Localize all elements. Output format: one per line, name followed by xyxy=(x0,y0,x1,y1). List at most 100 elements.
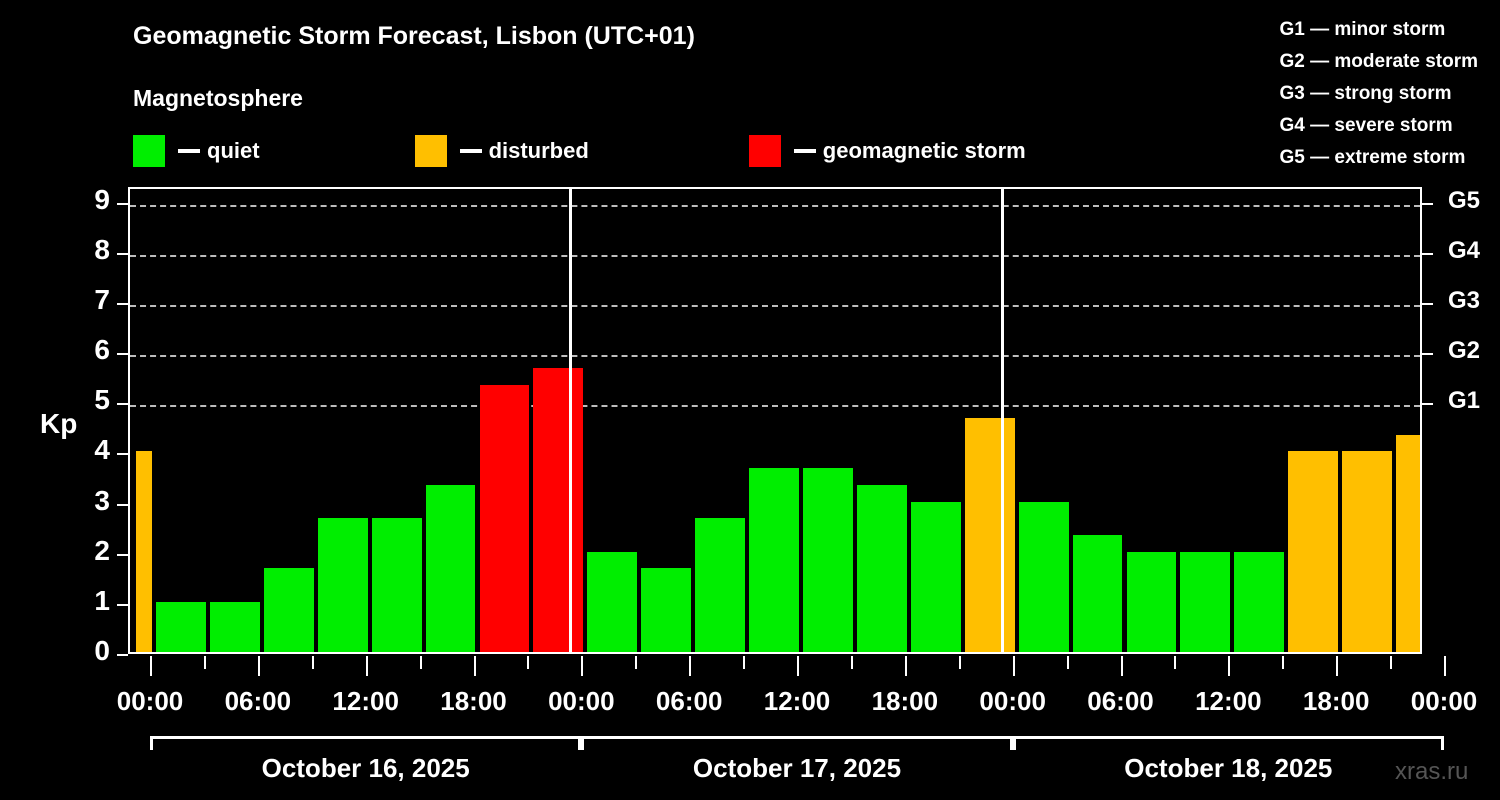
bar-24[interactable] xyxy=(1396,434,1420,652)
x-tick-5 xyxy=(419,656,422,669)
date-bracket-3 xyxy=(1012,736,1444,750)
y-tick-label-9: 9 xyxy=(94,183,110,215)
y-tick-label-6: 6 xyxy=(94,334,110,366)
x-tick-label-5: 06:00 xyxy=(655,686,723,716)
bar-15[interactable] xyxy=(910,501,961,652)
bar-4[interactable] xyxy=(317,518,368,652)
x-tick-6 xyxy=(473,656,476,676)
g-tick-mark-G5 xyxy=(1422,202,1433,205)
x-tick-8 xyxy=(581,656,584,676)
x-tick-11 xyxy=(743,656,746,669)
legend-swatch-quiet xyxy=(133,135,165,167)
y-tick-mark-9 xyxy=(117,202,128,205)
legend-label-storm: geomagnetic storm xyxy=(822,138,1026,163)
day-separator-2 xyxy=(1001,189,1004,652)
g-tick-mark-G2 xyxy=(1422,353,1433,356)
g-scale-row-1: G1 — minor storm xyxy=(1279,19,1446,40)
bar-14[interactable] xyxy=(856,484,907,652)
bar-16[interactable] xyxy=(964,417,1015,652)
bar-17[interactable] xyxy=(1018,501,1069,652)
bar-18[interactable] xyxy=(1072,535,1123,652)
g-tick-label-G3: G3 xyxy=(1448,286,1481,314)
y-tick-label-0: 0 xyxy=(94,635,110,666)
g-scale-row-3: G3 — strong storm xyxy=(1279,83,1452,104)
x-tick-23 xyxy=(1390,656,1393,669)
x-tick-label-2: 12:00 xyxy=(332,686,399,716)
bar-11[interactable] xyxy=(695,518,746,652)
x-tick-10 xyxy=(689,656,692,676)
legend-swatch-storm xyxy=(748,135,781,167)
y-tick-label-2: 2 xyxy=(94,534,110,566)
g-tick-label-G1: G1 xyxy=(1448,387,1481,415)
y-tick-mark-1 xyxy=(117,603,128,606)
x-tick-13 xyxy=(850,656,853,669)
date-bracket-1 xyxy=(150,736,582,750)
x-tick-label-8: 00:00 xyxy=(979,686,1046,716)
date-label-1: October 16, 2025 xyxy=(261,753,470,783)
plot-area xyxy=(128,187,1422,654)
bar-2[interactable] xyxy=(209,601,260,652)
x-tick-label-1: 06:00 xyxy=(224,686,292,716)
watermark: xras.ru xyxy=(1395,758,1469,785)
bar-23[interactable] xyxy=(1342,451,1393,652)
gridline-kp-7 xyxy=(130,304,1420,307)
legend-dash-icon xyxy=(178,149,200,153)
bar-7[interactable] xyxy=(479,384,530,652)
y-tick-label-8: 8 xyxy=(94,233,110,265)
x-tick-4 xyxy=(365,656,368,676)
bar-8[interactable] xyxy=(533,367,584,652)
date-label-2: October 17, 2025 xyxy=(692,753,902,783)
bar-0[interactable] xyxy=(136,451,152,652)
gridline-kp-6 xyxy=(130,355,1420,358)
x-tick-21 xyxy=(1282,656,1285,669)
x-tick-1 xyxy=(203,656,206,669)
bar-22[interactable] xyxy=(1288,451,1339,652)
y-tick-mark-0 xyxy=(117,654,128,656)
g-tick-label-G4: G4 xyxy=(1448,236,1481,264)
legend-dash-icon xyxy=(459,149,482,153)
bar-1[interactable] xyxy=(156,601,206,652)
x-tick-label-9: 06:00 xyxy=(1087,686,1154,716)
x-tick-18 xyxy=(1120,656,1123,676)
bar-13[interactable] xyxy=(803,467,853,652)
g-scale-row-2: G2 — moderate storm xyxy=(1279,51,1479,72)
bar-9[interactable] xyxy=(587,551,638,652)
x-tick-label-4: 00:00 xyxy=(548,686,615,716)
g-tick-label-G2: G2 xyxy=(1448,337,1481,365)
date-bracket-2 xyxy=(581,736,1013,750)
x-tick-label-6: 12:00 xyxy=(763,686,831,716)
legend-label-quiet: quiet xyxy=(207,138,260,163)
y-tick-mark-4 xyxy=(117,453,128,456)
y-tick-label-1: 1 xyxy=(94,584,110,616)
x-tick-16 xyxy=(1012,656,1015,676)
legend-entry-storm: geomagnetic storm xyxy=(748,135,1026,167)
gridline-kp-9 xyxy=(130,204,1420,207)
bar-10[interactable] xyxy=(641,568,692,652)
bar-21[interactable] xyxy=(1234,551,1285,652)
y-tick-label-3: 3 xyxy=(94,484,110,516)
bar-5[interactable] xyxy=(371,518,422,652)
color-legend: quiet disturbed geomagnetic storm xyxy=(133,134,1026,168)
x-tick-2 xyxy=(257,656,260,676)
x-tick-19 xyxy=(1174,656,1177,669)
g-tick-mark-G4 xyxy=(1422,252,1433,255)
x-tick-24 xyxy=(1444,656,1446,676)
x-tick-label-10: 12:00 xyxy=(1195,686,1262,716)
bar-12[interactable] xyxy=(749,467,799,652)
g-tick-label-G5: G5 xyxy=(1448,186,1481,214)
x-tick-20 xyxy=(1228,656,1231,676)
bar-19[interactable] xyxy=(1126,551,1177,652)
x-tick-22 xyxy=(1336,656,1339,676)
x-tick-0 xyxy=(150,656,152,676)
x-tick-7 xyxy=(527,656,530,669)
bar-3[interactable] xyxy=(263,568,314,652)
g-tick-mark-G3 xyxy=(1422,302,1433,305)
gridline-kp-5 xyxy=(130,405,1420,408)
legend-entry-quiet: quiet xyxy=(133,135,260,167)
g-scale-legend: G1 — minor storm G2 — moderate storm G3 — … xyxy=(1280,14,1479,174)
bar-20[interactable] xyxy=(1180,551,1231,652)
bar-6[interactable] xyxy=(425,484,476,652)
x-tick-12 xyxy=(797,656,799,676)
legend-entry-disturbed: disturbed xyxy=(414,135,589,167)
y-tick-mark-7 xyxy=(117,302,128,305)
